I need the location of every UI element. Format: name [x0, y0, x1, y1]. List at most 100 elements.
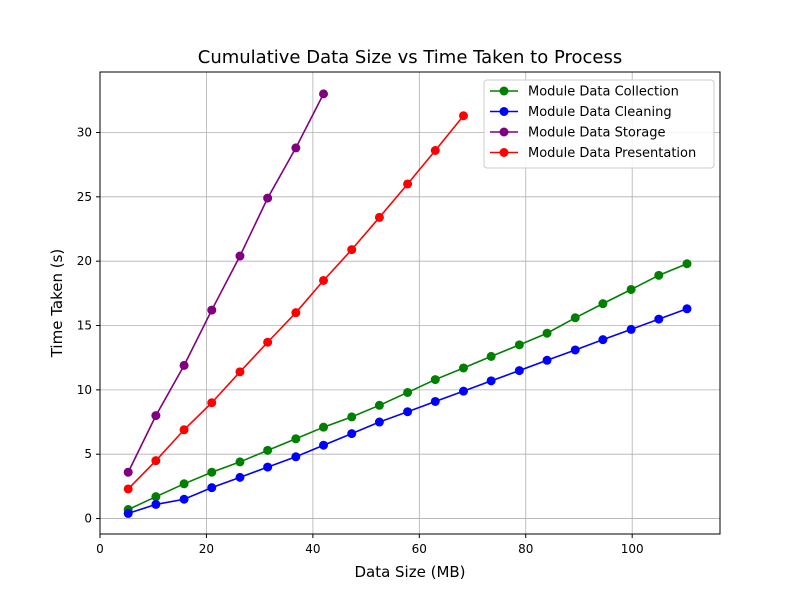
data-point	[626, 284, 636, 294]
series-line	[127, 93, 325, 473]
legend-swatch-marker	[499, 148, 509, 157]
data-point	[374, 400, 384, 410]
y-tick-label: 20	[77, 254, 92, 268]
y-axis-label: Time Taken (s)	[48, 249, 66, 359]
series-3	[123, 111, 468, 494]
data-point	[430, 396, 440, 406]
data-point	[374, 417, 384, 427]
data-point	[235, 251, 245, 261]
x-tick-label: 20	[199, 542, 214, 556]
y-tick-label: 25	[77, 190, 92, 204]
y-tick-label: 5	[84, 447, 92, 461]
legend-item: Module Data Collection	[490, 85, 679, 100]
data-point	[235, 367, 245, 377]
data-point	[291, 143, 301, 153]
legend-item: Module Data Cleaning	[490, 105, 672, 120]
data-point	[542, 355, 552, 365]
data-point	[682, 259, 692, 269]
data-point	[514, 340, 524, 350]
legend-swatch-marker	[499, 107, 509, 116]
data-point	[179, 360, 189, 370]
data-point	[207, 467, 217, 477]
data-point	[319, 275, 329, 285]
data-point	[319, 440, 329, 450]
data-point	[179, 479, 189, 489]
data-point	[319, 422, 329, 432]
data-point	[179, 494, 189, 504]
y-tick-label: 0	[84, 512, 92, 526]
data-point	[263, 462, 273, 472]
data-point	[179, 425, 189, 435]
data-point	[123, 484, 133, 494]
x-tick-label: 40	[305, 542, 320, 556]
data-point	[123, 467, 133, 477]
data-point	[542, 328, 552, 338]
x-tick-label: 100	[621, 542, 644, 556]
data-point	[347, 245, 357, 255]
data-point	[235, 472, 245, 482]
series-0	[123, 259, 692, 515]
x-tick-label: 0	[96, 542, 104, 556]
data-point	[570, 313, 580, 323]
data-point	[151, 499, 161, 509]
legend-label: Module Data Presentation	[528, 146, 696, 161]
x-tick-label: 60	[412, 542, 427, 556]
data-point	[263, 445, 273, 455]
plot-frame	[99, 71, 721, 535]
data-point	[514, 366, 524, 376]
data-point	[374, 212, 384, 222]
data-point	[151, 411, 161, 421]
legend-label: Module Data Collection	[528, 85, 679, 100]
chart-title: Cumulative Data Size vs Time Taken to Pr…	[198, 47, 622, 68]
data-point	[347, 412, 357, 422]
legend: Module Data Collection Module Data Cleani…	[483, 79, 715, 169]
data-point	[486, 376, 496, 386]
data-point	[458, 386, 468, 396]
legend-item: Module Data Presentation	[490, 146, 696, 161]
y-tick-label: 10	[77, 383, 92, 397]
legend-frame	[483, 79, 715, 169]
legend-swatch-marker	[499, 86, 509, 96]
x-tick-label: 80	[518, 542, 533, 556]
series-layer	[123, 89, 692, 518]
data-point	[598, 335, 608, 345]
ticks: 0 20 40 60 80 100 0 5 10 15 20 25 30	[77, 125, 644, 556]
legend-label: Module Data Storage	[528, 126, 665, 141]
data-point	[123, 508, 133, 518]
data-point	[430, 375, 440, 385]
data-point	[458, 111, 468, 121]
data-point	[458, 363, 468, 373]
data-point	[403, 407, 413, 417]
data-point	[682, 304, 692, 314]
data-point	[430, 146, 440, 156]
legend-swatch-marker	[499, 127, 509, 137]
data-point	[291, 308, 301, 318]
data-point	[319, 89, 329, 99]
data-point	[151, 492, 161, 502]
data-point	[654, 314, 664, 324]
y-tick-label: 30	[77, 125, 92, 139]
data-point	[654, 270, 664, 280]
data-point	[626, 324, 636, 334]
data-point	[486, 351, 496, 361]
data-point	[598, 299, 608, 309]
data-point	[403, 387, 413, 397]
series-2	[123, 89, 329, 477]
series-1	[123, 304, 692, 518]
data-point	[347, 429, 357, 439]
data-point	[207, 398, 217, 408]
legend-label: Module Data Cleaning	[528, 105, 672, 120]
data-point	[291, 452, 301, 462]
data-point	[207, 305, 217, 315]
y-tick-label: 15	[77, 319, 92, 333]
x-axis-label: Data Size (MB)	[354, 563, 465, 581]
data-point	[207, 483, 217, 493]
data-point	[403, 179, 413, 189]
data-point	[263, 193, 273, 203]
grid	[99, 72, 720, 534]
data-point	[235, 457, 245, 467]
data-point	[570, 345, 580, 355]
data-point	[151, 456, 161, 466]
data-point	[263, 337, 273, 347]
